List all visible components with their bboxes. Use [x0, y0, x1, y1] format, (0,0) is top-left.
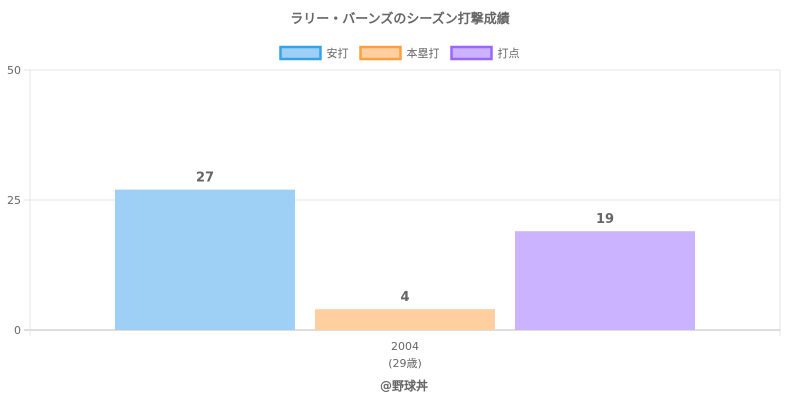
x-tick-label: 2004 [391, 340, 419, 353]
legend-swatch [359, 45, 402, 61]
footer-credit: @野球丼 [380, 378, 428, 393]
x-tick-sublabel: (29歳) [388, 357, 422, 370]
bar-2 [515, 231, 695, 330]
legend-item[interactable]: 安打 [279, 45, 349, 61]
legend-swatch [279, 45, 322, 61]
bar-0 [115, 189, 295, 330]
data-label: 27 [196, 171, 214, 186]
x-axis: 2004 (29歳) [388, 340, 422, 370]
data-label: 19 [596, 212, 614, 227]
data-label: 4 [400, 290, 409, 305]
y-tick-label: 0 [14, 324, 21, 337]
legend-swatch [450, 45, 493, 61]
bar-1 [315, 309, 495, 330]
y-tick-label: 50 [7, 64, 21, 77]
y-tick-label: 25 [7, 194, 21, 207]
chart-title: ラリー・バーンズのシーズン打撃成績 [290, 11, 509, 27]
y-axis: 0 25 50 [7, 64, 21, 337]
legend-item[interactable]: 打点 [450, 45, 520, 61]
legend-label: 打点 [498, 46, 520, 60]
legend: 安打 本塁打 打点 [279, 45, 520, 61]
legend-label: 本塁打 [407, 46, 440, 60]
bars: 27 4 19 [115, 171, 695, 330]
legend-item[interactable]: 本塁打 [359, 45, 440, 61]
legend-label: 安打 [327, 46, 349, 60]
